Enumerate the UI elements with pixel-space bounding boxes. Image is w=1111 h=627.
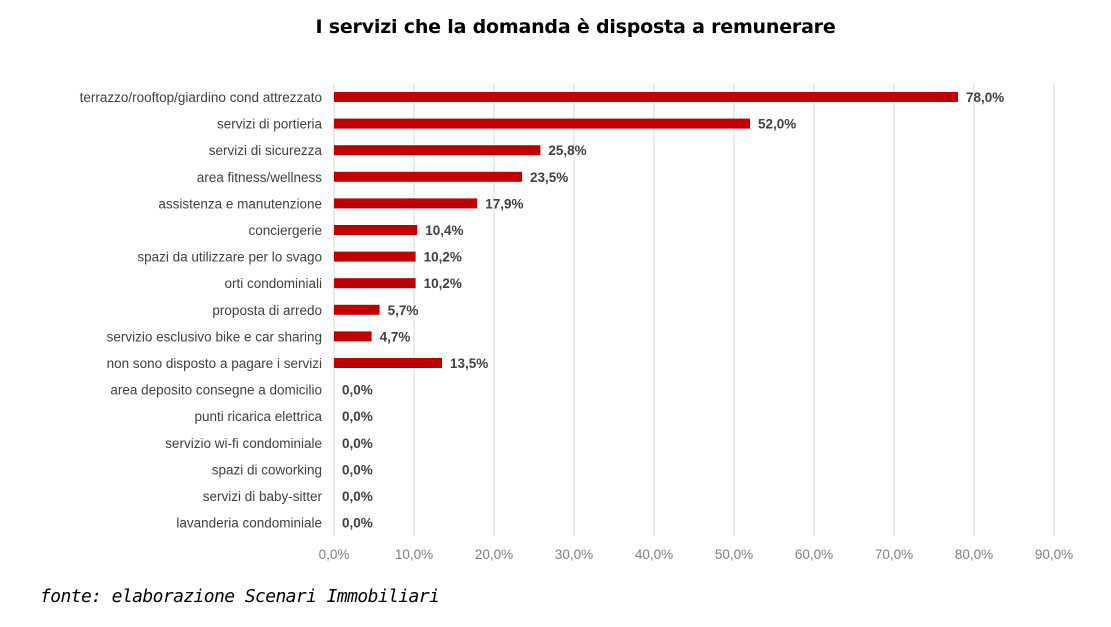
category-label: conciergerie: [248, 223, 322, 238]
category-label: spazi di coworking: [212, 462, 322, 477]
x-tick-label: 30,0%: [555, 547, 593, 562]
data-label: 0,0%: [342, 383, 373, 398]
bar: [334, 198, 478, 209]
category-label: servizi di portieria: [217, 117, 323, 132]
category-label: servizi di sicurezza: [209, 143, 323, 158]
bar: [334, 358, 442, 368]
bar: [334, 331, 372, 342]
data-label: 17,9%: [485, 196, 523, 211]
x-tick-label: 60,0%: [795, 547, 833, 562]
category-label: area deposito consegne a domicilio: [110, 383, 322, 398]
data-label: 5,7%: [388, 303, 419, 318]
category-label: servizio wi-fi condominiale: [165, 436, 322, 451]
category-label: assistenza e manutenzione: [158, 196, 322, 211]
data-label: 10,2%: [424, 250, 462, 265]
source-note: fonte: elaborazione Scenari Immobiliari: [40, 586, 440, 607]
category-label: lavanderia condominiale: [176, 516, 322, 531]
category-label: non sono disposto a pagare i servizi: [107, 356, 322, 371]
bar: [334, 278, 416, 289]
category-label: area fitness/wellness: [197, 170, 323, 185]
labels: 0,0% 10,0% 20,0% 30,0% 40,0% 50,0% 60,0% 70,0% 8…: [80, 90, 1074, 562]
data-label: 13,5%: [450, 356, 488, 371]
data-label: 0,0%: [342, 516, 373, 531]
bar: [334, 304, 380, 315]
x-tick-label: 50,0%: [715, 547, 753, 562]
bars: [334, 92, 958, 368]
category-label: servizio esclusivo bike e car sharing: [107, 329, 322, 344]
bar: [334, 251, 416, 262]
category-label: servizi di baby-sitter: [203, 489, 323, 504]
x-tick-label: 10,0%: [395, 547, 433, 562]
chart-title: I servizi che la domanda è disposta a re…: [315, 16, 836, 38]
x-tick-label: 90,0%: [1035, 547, 1073, 562]
bar: [334, 171, 522, 182]
bar: [334, 118, 750, 129]
bar: [334, 92, 958, 102]
data-label: 10,2%: [424, 276, 462, 291]
data-label: 4,7%: [380, 329, 411, 344]
category-label: proposta di arredo: [212, 303, 322, 318]
x-tick-label: 0,0%: [319, 547, 350, 562]
x-tick-label: 70,0%: [875, 547, 913, 562]
x-tick-label: 20,0%: [475, 547, 513, 562]
data-label: 52,0%: [758, 117, 796, 132]
data-label: 23,5%: [530, 170, 568, 185]
data-label: 0,0%: [342, 409, 373, 424]
data-label: 0,0%: [342, 489, 373, 504]
data-label: 0,0%: [342, 436, 373, 451]
category-label: punti ricarica elettrica: [194, 409, 322, 424]
category-label: terrazzo/rooftop/giardino cond attrezzat…: [80, 90, 322, 105]
data-label: 25,8%: [548, 143, 586, 158]
data-label: 10,4%: [425, 223, 463, 238]
bar: [334, 225, 418, 235]
bar: [334, 145, 541, 156]
category-label: spazi da utilizzare per lo svago: [137, 250, 322, 265]
category-label: orti condominiali: [224, 276, 322, 291]
data-label: 0,0%: [342, 462, 373, 477]
x-tick-label: 40,0%: [635, 547, 673, 562]
x-tick-label: 80,0%: [955, 547, 993, 562]
data-label: 78,0%: [966, 90, 1004, 105]
